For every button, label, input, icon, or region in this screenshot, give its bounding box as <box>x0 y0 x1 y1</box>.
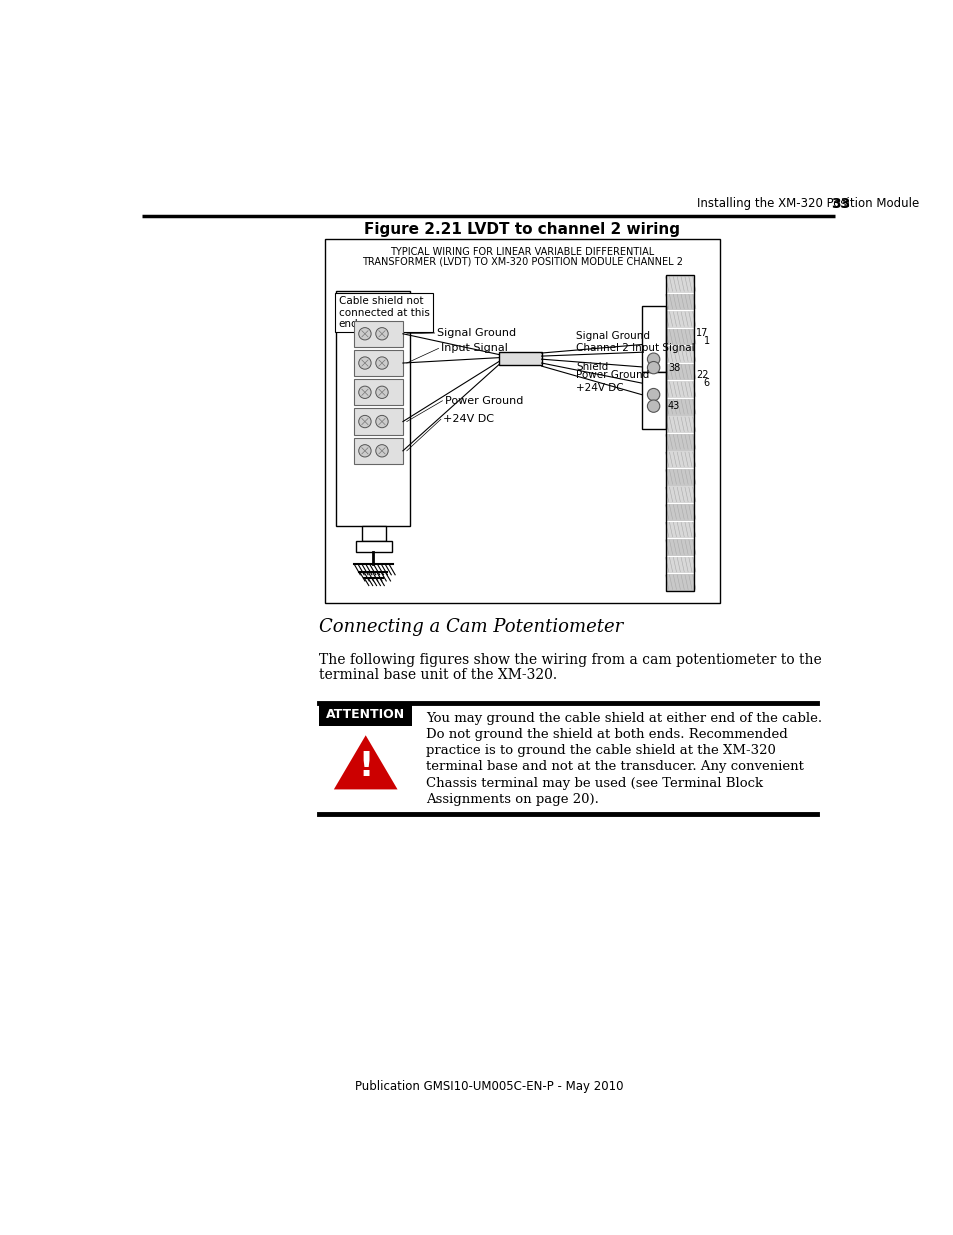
Circle shape <box>375 357 388 369</box>
Text: 22: 22 <box>695 370 708 380</box>
Bar <box>354 409 402 435</box>
Text: Connecting a Cam Potentiometer: Connecting a Cam Potentiometer <box>319 619 623 636</box>
Text: 38: 38 <box>667 363 679 373</box>
Bar <box>665 275 694 592</box>
Bar <box>665 294 694 310</box>
Bar <box>641 306 665 372</box>
Text: terminal base unit of the XM-320.: terminal base unit of the XM-320. <box>319 668 557 682</box>
Text: Power Ground
+24V DC: Power Ground +24V DC <box>576 370 649 393</box>
Bar <box>355 541 392 552</box>
Text: Publication GMSI10-UM005C-EN-P - May 2010: Publication GMSI10-UM005C-EN-P - May 201… <box>355 1079 622 1093</box>
Bar <box>665 433 694 451</box>
Bar <box>665 504 694 521</box>
Text: ATTENTION: ATTENTION <box>326 709 405 721</box>
Text: Do not ground the shield at both ends. Recommended: Do not ground the shield at both ends. R… <box>426 727 787 741</box>
Text: TRANSFORMER (LVDT) TO XM-320 POSITION MODULE CHANNEL 2: TRANSFORMER (LVDT) TO XM-320 POSITION MO… <box>361 257 682 267</box>
Text: You may ground the cable shield at either end of the cable.: You may ground the cable shield at eithe… <box>426 711 821 725</box>
Text: The following figures show the wiring from a cam potentiometer to the: The following figures show the wiring fr… <box>319 652 821 667</box>
Text: TYPICAL WIRING FOR LINEAR VARIABLE DIFFERENTIAL: TYPICAL WIRING FOR LINEAR VARIABLE DIFFE… <box>390 247 654 257</box>
Bar <box>665 469 694 485</box>
Bar <box>665 521 694 538</box>
Bar <box>319 704 412 726</box>
Text: +24V DC: +24V DC <box>443 414 494 425</box>
Bar <box>665 364 694 380</box>
Text: Power Ground: Power Ground <box>444 395 522 406</box>
Text: 17: 17 <box>695 329 707 338</box>
Circle shape <box>358 357 371 369</box>
Circle shape <box>647 389 659 401</box>
Bar <box>665 329 694 346</box>
Text: Cable shield not
connected at this
end: Cable shield not connected at this end <box>338 296 429 330</box>
Bar <box>361 526 385 541</box>
Text: terminal base and not at the transducer. Any convenient: terminal base and not at the transducer.… <box>426 761 803 773</box>
Text: !: ! <box>357 750 373 783</box>
Circle shape <box>375 327 388 340</box>
Text: 1: 1 <box>703 336 709 346</box>
Circle shape <box>358 415 371 427</box>
Bar <box>354 321 402 347</box>
Bar <box>665 346 694 363</box>
Text: 6: 6 <box>703 378 709 388</box>
Circle shape <box>647 353 659 366</box>
Bar <box>665 275 694 293</box>
Text: Signal Ground: Signal Ground <box>436 329 516 338</box>
Bar <box>665 311 694 327</box>
Circle shape <box>358 387 371 399</box>
Text: Signal Ground
Channel 2 Input Signal: Signal Ground Channel 2 Input Signal <box>576 331 695 353</box>
Circle shape <box>647 400 659 412</box>
Text: 43: 43 <box>667 401 679 411</box>
Bar <box>354 379 402 405</box>
Text: Chassis terminal may be used (see Terminal Block: Chassis terminal may be used (see Termin… <box>426 777 762 789</box>
Bar <box>498 352 541 366</box>
Text: practice is to ground the cable shield at the XM-320: practice is to ground the cable shield a… <box>426 745 775 757</box>
Bar <box>665 487 694 503</box>
Bar <box>665 416 694 433</box>
Bar <box>665 452 694 468</box>
Bar <box>665 399 694 415</box>
Bar <box>665 557 694 573</box>
Text: Shield: Shield <box>576 362 608 372</box>
Bar <box>354 350 402 377</box>
Text: Assignments on page 20).: Assignments on page 20). <box>426 793 598 805</box>
Circle shape <box>647 362 659 374</box>
Circle shape <box>375 387 388 399</box>
Bar <box>665 540 694 556</box>
Circle shape <box>375 445 388 457</box>
Bar <box>641 372 665 430</box>
Text: Figure 2.21 LVDT to channel 2 wiring: Figure 2.21 LVDT to channel 2 wiring <box>364 222 679 237</box>
Bar <box>354 437 402 464</box>
Circle shape <box>375 415 388 427</box>
Circle shape <box>358 445 371 457</box>
Bar <box>665 382 694 398</box>
Bar <box>665 574 694 592</box>
Circle shape <box>358 327 371 340</box>
Bar <box>324 240 720 603</box>
Text: Input Signal: Input Signal <box>440 343 507 353</box>
Polygon shape <box>331 732 400 792</box>
Bar <box>335 290 410 526</box>
Text: 33: 33 <box>830 196 849 211</box>
Text: Installing the XM-320 Position Module: Installing the XM-320 Position Module <box>696 198 918 210</box>
